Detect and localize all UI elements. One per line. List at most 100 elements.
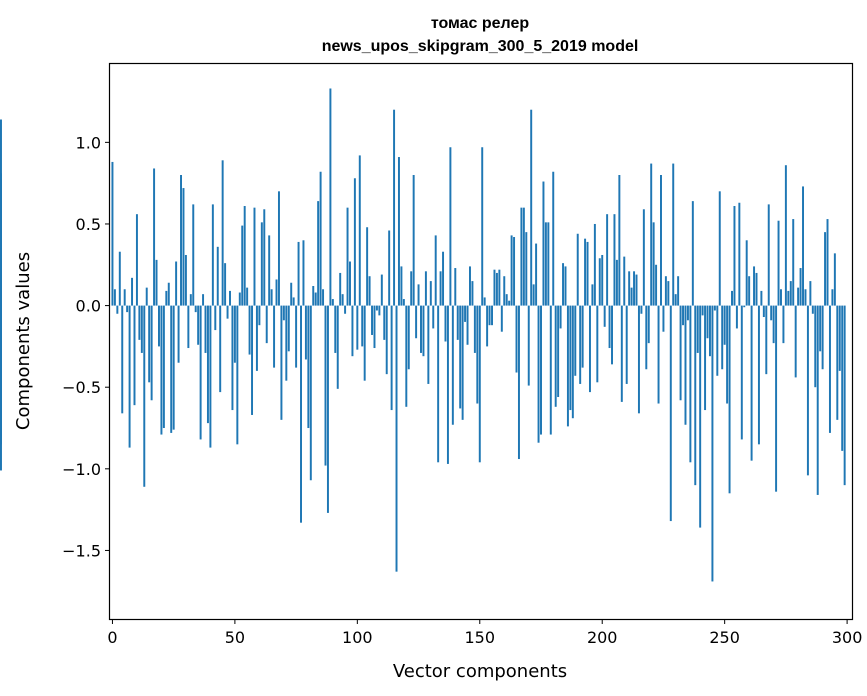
- bar: [613, 214, 616, 306]
- bar: [569, 305, 572, 411]
- bar: [265, 305, 268, 344]
- bar: [586, 241, 589, 306]
- bar: [557, 305, 560, 397]
- bar: [802, 186, 804, 306]
- bar: [743, 305, 746, 308]
- bar: [593, 223, 596, 306]
- bar: [836, 305, 839, 420]
- bar: [660, 175, 662, 306]
- bar: [588, 305, 591, 393]
- bar: [216, 246, 219, 306]
- bar: [420, 305, 422, 353]
- bar: [131, 277, 134, 306]
- bar: [716, 305, 719, 376]
- bar: [843, 305, 846, 486]
- bar: [780, 289, 782, 306]
- bar: [547, 222, 550, 306]
- bar: [691, 201, 694, 306]
- bar: [390, 305, 393, 411]
- bar: [584, 238, 587, 306]
- bar: [699, 305, 702, 528]
- bar: [282, 305, 285, 321]
- bar: [603, 305, 606, 327]
- bar: [175, 261, 178, 306]
- bar: [287, 305, 290, 352]
- bar: [674, 294, 677, 306]
- bar: [650, 163, 653, 306]
- bar: [513, 237, 516, 306]
- bar: [576, 233, 579, 306]
- bar: [444, 305, 447, 342]
- bar: [248, 305, 251, 355]
- bar: [762, 305, 765, 318]
- bar: [221, 160, 224, 306]
- bar: [642, 209, 645, 306]
- bar: [138, 305, 141, 340]
- bar: [290, 282, 293, 306]
- bar: [540, 305, 542, 435]
- bar: [219, 305, 222, 393]
- bar: [145, 287, 148, 306]
- bar: [689, 305, 692, 463]
- bar: [718, 191, 721, 306]
- bar: [491, 305, 493, 326]
- bar: [393, 109, 396, 306]
- bar: [118, 251, 121, 306]
- bar: [427, 305, 430, 384]
- bar: [353, 178, 356, 306]
- bar: [329, 88, 332, 306]
- y-tick-label: −1.0: [62, 460, 101, 479]
- bar: [478, 305, 481, 463]
- bar: [723, 305, 726, 345]
- chart-subtitle: news_upos_skipgram_300_5_2019 model: [322, 38, 639, 55]
- bar: [341, 294, 344, 306]
- bar: [422, 305, 425, 357]
- bar: [255, 305, 258, 371]
- bar: [669, 305, 672, 522]
- bar: [302, 240, 305, 306]
- bar: [295, 305, 298, 368]
- bar: [395, 305, 398, 572]
- bar: [809, 281, 812, 306]
- bar: [503, 276, 506, 306]
- bar: [704, 305, 707, 411]
- y-tick-label: −0.5: [62, 378, 101, 397]
- bar: [304, 305, 307, 360]
- bar: [481, 147, 484, 306]
- bar: [623, 256, 626, 306]
- bar: [493, 269, 496, 306]
- bar: [439, 271, 442, 306]
- bar: [677, 276, 680, 306]
- bar: [214, 305, 217, 331]
- bar: [525, 232, 528, 306]
- bar: [177, 305, 180, 363]
- bar: [777, 220, 780, 306]
- bar: [451, 305, 454, 425]
- bar: [733, 206, 736, 306]
- bar: [336, 305, 339, 389]
- bar: [606, 214, 609, 306]
- bar: [755, 272, 758, 306]
- bar: [841, 305, 844, 451]
- bar: [184, 254, 187, 306]
- x-tick-label: 200: [587, 628, 618, 647]
- bar: [297, 241, 300, 306]
- bar: [412, 175, 415, 306]
- bar: [322, 289, 325, 306]
- bar: [821, 305, 824, 370]
- bar: [148, 305, 151, 383]
- bar: [133, 305, 136, 406]
- bar: [0, 305, 2, 326]
- bar: [601, 254, 604, 306]
- bar: [446, 305, 449, 464]
- bar: [442, 251, 445, 306]
- bar: [799, 268, 802, 306]
- bar: [522, 207, 525, 306]
- bar: [630, 287, 633, 306]
- bar: [189, 294, 192, 306]
- bar: [775, 305, 778, 492]
- bar: [735, 305, 738, 329]
- bar: [314, 292, 317, 306]
- bar: [792, 219, 795, 306]
